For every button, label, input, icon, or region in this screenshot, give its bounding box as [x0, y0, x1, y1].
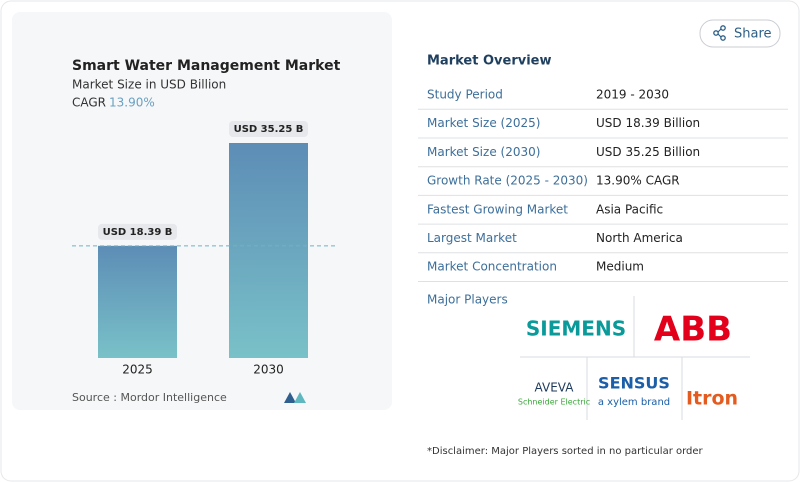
- row-value: 13.90% CAGR: [596, 174, 680, 188]
- row-value: Asia Pacific: [596, 202, 663, 216]
- brand-logo: [284, 392, 306, 403]
- x-tick-label: 2030: [253, 363, 284, 377]
- player-logo: SENSUS: [598, 374, 670, 393]
- disclaimer: *Disclaimer: Major Players sorted in no …: [427, 446, 704, 457]
- row-value: Medium: [596, 260, 644, 274]
- row-value: USD 35.25 Billion: [596, 145, 700, 159]
- value-label: USD 18.39 B: [103, 227, 173, 238]
- cagr-value: 13.90%: [109, 96, 155, 110]
- share-button[interactable]: Share: [699, 19, 781, 48]
- bar: [98, 245, 177, 358]
- value-label-bg: [98, 223, 177, 240]
- logo-grid: [520, 296, 750, 420]
- player-logo: ABB: [654, 310, 732, 350]
- value-label-bg: [229, 121, 308, 137]
- player-logo: AVEVA: [535, 381, 575, 395]
- share-label[interactable]: Share: [734, 27, 772, 42]
- chart-subtitle: Market Size in USD Billion: [72, 78, 226, 92]
- bar: [229, 143, 308, 358]
- row-label: Market Size (2025): [427, 116, 540, 130]
- row-label: Market Concentration: [427, 260, 557, 274]
- row-value: North America: [596, 231, 683, 245]
- player-tagline: a xylem brand: [598, 397, 670, 408]
- row-label: Largest Market: [427, 231, 517, 245]
- chart-title: Smart Water Management Market: [72, 58, 341, 74]
- row-label: Market Size (2030): [427, 145, 540, 159]
- players-title: Major Players: [427, 293, 508, 307]
- row-label: Study Period: [427, 88, 503, 102]
- cagr-label: CAGR: [72, 96, 106, 110]
- value-label: USD 35.25 B: [234, 124, 304, 135]
- row-value: USD 18.39 Billion: [596, 116, 700, 130]
- row-value: 2019 - 2030: [596, 88, 669, 102]
- source: Source : Mordor Intelligence: [72, 391, 227, 404]
- row-label: Growth Rate (2025 - 2030): [427, 174, 588, 188]
- row-label: Fastest Growing Market: [427, 202, 568, 216]
- player-logo: SIEMENS: [526, 317, 626, 341]
- overview-title: Market Overview: [427, 54, 551, 69]
- x-tick-label: 2025: [122, 363, 153, 377]
- player-logo: Itron: [686, 388, 738, 410]
- player-tagline: Schneider Electric: [518, 398, 590, 407]
